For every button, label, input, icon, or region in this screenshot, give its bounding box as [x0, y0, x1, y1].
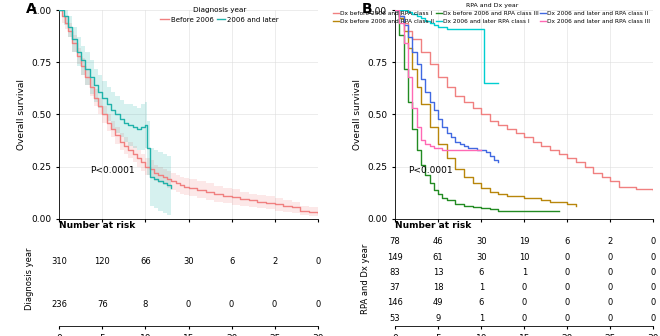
Text: 66: 66 — [140, 257, 151, 266]
Text: 6: 6 — [564, 237, 570, 246]
Text: 146: 146 — [387, 298, 403, 307]
Text: 0: 0 — [186, 300, 191, 309]
Text: 149: 149 — [387, 253, 403, 261]
Text: 6: 6 — [478, 268, 484, 277]
Text: 2: 2 — [608, 237, 613, 246]
Text: 9: 9 — [436, 314, 441, 323]
Text: 0: 0 — [565, 314, 570, 323]
Text: 0: 0 — [608, 298, 613, 307]
Text: 30: 30 — [476, 253, 486, 261]
Legend: Before 2006, 2006 and later: Before 2006, 2006 and later — [160, 7, 279, 23]
Text: 0: 0 — [315, 257, 320, 266]
Text: Number at risk: Number at risk — [59, 221, 136, 230]
Text: 30: 30 — [183, 257, 194, 266]
Text: 0: 0 — [651, 314, 656, 323]
Text: 0: 0 — [608, 268, 613, 277]
Text: 13: 13 — [433, 268, 444, 277]
Text: 0: 0 — [565, 268, 570, 277]
Text: Number at risk: Number at risk — [395, 221, 471, 230]
Text: 37: 37 — [390, 283, 401, 292]
Text: 0: 0 — [651, 237, 656, 246]
Text: 0: 0 — [608, 314, 613, 323]
Y-axis label: Overall survival: Overall survival — [17, 79, 26, 150]
Y-axis label: RPA and Dx year: RPA and Dx year — [361, 243, 370, 313]
Text: 0: 0 — [272, 300, 277, 309]
Text: 120: 120 — [94, 257, 110, 266]
Text: B: B — [362, 2, 372, 16]
Text: 49: 49 — [433, 298, 444, 307]
Y-axis label: Diagnosis year: Diagnosis year — [25, 247, 34, 310]
Text: 6: 6 — [229, 257, 234, 266]
Text: 10: 10 — [519, 253, 529, 261]
Text: 0: 0 — [521, 314, 527, 323]
Text: 8: 8 — [143, 300, 148, 309]
Text: 0: 0 — [315, 300, 320, 309]
Text: 30: 30 — [476, 237, 486, 246]
Text: P<0.0001: P<0.0001 — [408, 166, 453, 175]
Text: 83: 83 — [390, 268, 401, 277]
Text: 0: 0 — [651, 253, 656, 261]
Text: 0: 0 — [565, 283, 570, 292]
Text: 76: 76 — [97, 300, 108, 309]
Text: P<0.0001: P<0.0001 — [90, 166, 135, 175]
Text: 236: 236 — [51, 300, 67, 309]
Text: 1: 1 — [478, 314, 484, 323]
Text: 53: 53 — [390, 314, 401, 323]
Text: 0: 0 — [565, 253, 570, 261]
Text: 310: 310 — [51, 257, 67, 266]
Text: 46: 46 — [433, 237, 444, 246]
Text: 0: 0 — [651, 268, 656, 277]
Text: 0: 0 — [229, 300, 234, 309]
Text: 61: 61 — [433, 253, 444, 261]
Y-axis label: Overall survival: Overall survival — [353, 79, 362, 150]
Legend: Dx before 2006 and RPA class I, Dx before 2006 and RPA class II, Dx before 2006 : Dx before 2006 and RPA class I, Dx befor… — [333, 3, 651, 24]
Text: 2: 2 — [272, 257, 277, 266]
Text: 0: 0 — [608, 283, 613, 292]
Text: 0: 0 — [521, 298, 527, 307]
Text: 6: 6 — [478, 298, 484, 307]
Text: 19: 19 — [519, 237, 529, 246]
Text: 0: 0 — [521, 283, 527, 292]
Text: 0: 0 — [651, 298, 656, 307]
Text: 18: 18 — [433, 283, 444, 292]
Text: 78: 78 — [390, 237, 401, 246]
Text: 1: 1 — [478, 283, 484, 292]
Text: 0: 0 — [651, 283, 656, 292]
Text: 0: 0 — [565, 298, 570, 307]
Text: A: A — [26, 2, 36, 16]
Text: 0: 0 — [608, 253, 613, 261]
Text: 1: 1 — [521, 268, 527, 277]
